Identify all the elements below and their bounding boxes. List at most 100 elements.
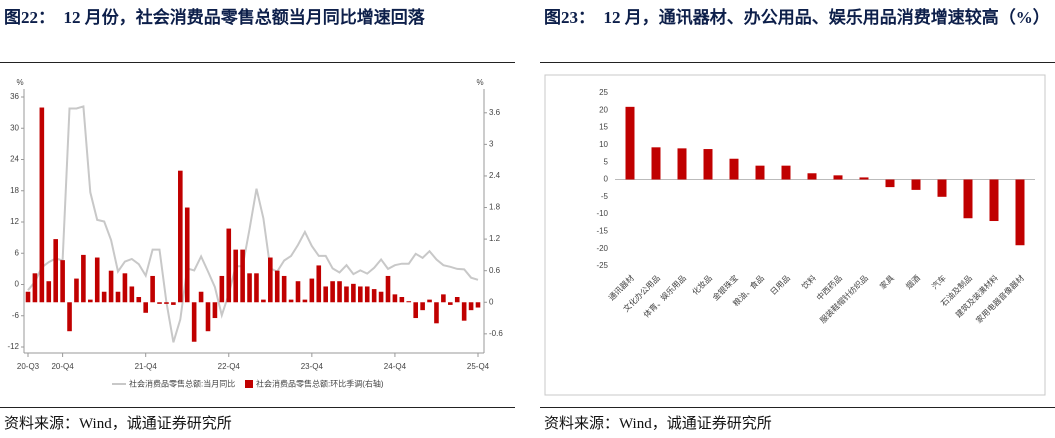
bar (198, 291, 204, 303)
y2-tick-label: 0 (489, 297, 494, 306)
title-rule (0, 62, 515, 63)
bar (963, 179, 973, 219)
y-tick-label: 10 (599, 140, 608, 149)
y-unit: % (16, 78, 23, 87)
bar (94, 257, 100, 303)
bar (427, 299, 432, 303)
y-tick-label: 15 (599, 123, 608, 132)
y-tick-label: -10 (596, 209, 608, 218)
x-tick-label: 24-Q4 (384, 362, 407, 371)
y2-tick-label: 3 (489, 139, 494, 148)
line-series (27, 105, 479, 343)
y2-tick-label: 2.4 (489, 171, 501, 180)
figure-title: 图22： 12 月份，社会消费品零售总额当月同比增速回落 (4, 8, 425, 27)
x-tick-label: 家用电器音像器材 (974, 273, 1026, 325)
bar (807, 173, 817, 180)
bar (434, 302, 439, 324)
bar (74, 278, 79, 303)
bar (755, 165, 765, 180)
y-tick-label: 5 (604, 157, 609, 166)
bar (129, 286, 135, 303)
figure-title: 图23： 12 月，通讯器材、办公用品、娱乐用品消费增速较高（%） (544, 8, 1050, 27)
bar (115, 291, 121, 303)
bar (295, 281, 301, 303)
bar (143, 302, 148, 313)
y2-tick-label: 1.2 (489, 234, 501, 243)
source-note: 资料来源：Wind，诚通证券研究所 (4, 416, 232, 432)
bar (53, 239, 58, 303)
bar (420, 302, 425, 311)
bar (101, 291, 107, 303)
bar (281, 275, 287, 303)
bar (703, 149, 713, 180)
y-tick-label: 12 (10, 217, 19, 226)
y-tick-label: 6 (15, 248, 20, 257)
legend-swatch (245, 380, 253, 388)
source-note: 资料来源：Wind，诚通证券研究所 (544, 416, 772, 432)
bar (67, 302, 72, 332)
bar (122, 273, 128, 303)
bar (157, 302, 162, 304)
left-panel: 图22： 12 月份，社会消费品零售总额当月同比增速回落 %% -12 -6 0 6 12… (0, 0, 515, 438)
bar (468, 302, 474, 311)
y-tick-label: -15 (596, 227, 608, 236)
bar (413, 302, 418, 319)
x-tick-label: 服装鞋帽针纺织品 (818, 273, 870, 325)
bar (150, 275, 155, 303)
chart-frame (544, 74, 1046, 396)
bar (39, 107, 45, 303)
bar (911, 179, 921, 190)
bar (323, 286, 328, 303)
y-tick-label: 0 (15, 280, 20, 289)
bar (25, 291, 31, 303)
bar (88, 299, 93, 303)
y-tick-label: -6 (12, 311, 20, 320)
bar (171, 302, 176, 305)
bar (454, 297, 460, 303)
bar (184, 207, 190, 303)
y-tick-label: 36 (10, 92, 19, 101)
bar (651, 147, 661, 180)
bar (833, 175, 843, 180)
bar (60, 260, 65, 303)
y2-tick-label: -0.6 (489, 329, 503, 338)
x-tick-label: 21-Q4 (135, 362, 158, 371)
bar (461, 302, 467, 321)
y2-tick-label: 3.6 (489, 108, 501, 117)
right-panel: 图23： 12 月，通讯器材、办公用品、娱乐用品消费增速较高（%） -25 -20… (540, 0, 1055, 438)
bar (302, 299, 308, 303)
y-tick-label: 20 (599, 105, 608, 114)
bar (1015, 179, 1025, 246)
y-tick-label: 0 (604, 175, 609, 184)
x-tick-label: 22-Q4 (218, 362, 241, 371)
bar (448, 302, 453, 305)
bar (859, 177, 869, 180)
bar (46, 281, 52, 303)
x-tick-label: 饮料 (800, 273, 818, 291)
bar (378, 291, 384, 303)
chart: % % -12 -6 0 6 12 18 24 30 36 -0.6 0 0.6 1.2 1.8 2.4 3 3.6… (7, 78, 503, 389)
y-tick-label: -25 (596, 261, 608, 270)
bar (677, 148, 687, 180)
bar (344, 286, 349, 303)
legend-label: 社会消费品零售总额:环比季调(右轴) (256, 379, 384, 389)
bar (240, 249, 245, 303)
bar (406, 301, 412, 303)
y2-tick-label: 1.8 (489, 203, 501, 212)
x-tick-label: 化妆品 (690, 273, 714, 297)
bar (191, 302, 197, 342)
bar (351, 283, 356, 303)
y-tick-label: 25 (599, 88, 608, 97)
x-tick-label: 汽车 (930, 273, 948, 291)
title-rule (540, 62, 1055, 63)
bar (261, 299, 266, 303)
y-tick-label: -12 (7, 342, 19, 351)
bar (32, 273, 38, 303)
y-tick-label: 18 (10, 186, 19, 195)
y2-tick-label: 0.6 (489, 266, 501, 275)
chart: -25-20-15-10-50510152025通讯器材文化办公用品体育、娱乐用… (544, 74, 1046, 396)
bar (399, 297, 405, 303)
bar (205, 302, 211, 332)
bar (937, 179, 947, 197)
bar (268, 257, 273, 303)
